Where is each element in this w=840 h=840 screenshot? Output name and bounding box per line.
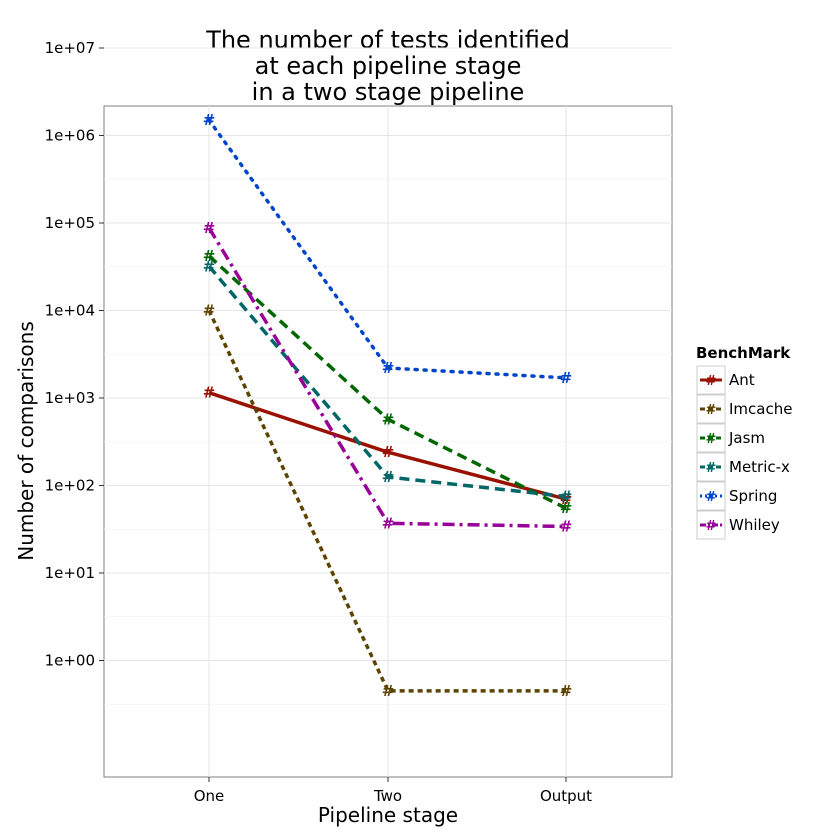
series-jasm: ### <box>203 247 573 517</box>
legend-key-marker: # <box>706 519 717 534</box>
data-point-marker: # <box>560 682 573 700</box>
legend-label: Imcache <box>729 400 792 418</box>
data-point-marker: # <box>382 514 395 532</box>
y-tick-label: 1e+05 <box>45 214 95 232</box>
data-point-marker: # <box>203 219 216 237</box>
legend-key-marker: # <box>706 432 717 447</box>
series-ant: # # # <box>203 384 573 508</box>
data-point-marker: # <box>382 443 395 461</box>
data-point-marker: # <box>560 517 573 535</box>
legend-label: Whiley <box>729 516 780 534</box>
x-tick-label: One <box>194 787 225 805</box>
legend-item-spring: # Spring <box>696 481 777 511</box>
legend-label: Ant <box>729 371 755 389</box>
legend-item-jasm: # Jasm <box>696 423 765 453</box>
series-metric-x: # # # <box>203 257 573 505</box>
x-tick-label: Two <box>373 787 402 805</box>
legend-key-marker: # <box>706 374 717 389</box>
series-imcache: ## # <box>203 302 573 700</box>
legend: BenchMark # Ant # Imcache # Jasm # Metric-x # Spr… <box>696 344 792 540</box>
data-point-marker: # <box>203 384 216 402</box>
y-tick-label: 1e+01 <box>45 564 95 582</box>
data-point-marker: # <box>382 682 395 700</box>
data-point-marker: # <box>560 487 573 505</box>
series-line <box>207 118 568 380</box>
data-point-marker: # <box>382 410 395 428</box>
legend-key-marker: # <box>706 403 717 418</box>
series-whiley: ## # <box>203 219 573 536</box>
data-point-marker: # <box>382 359 395 377</box>
chart-title-line-3: in a two stage pipeline <box>252 78 525 106</box>
series-line <box>207 265 567 499</box>
data-point-marker: # <box>560 369 573 387</box>
legend-item-metric-x: # Metric-x <box>696 452 790 482</box>
legend-title: BenchMark <box>696 344 791 362</box>
chart-title: The number of tests identified at each p… <box>205 26 570 106</box>
legend-label: Spring <box>729 487 777 505</box>
y-axis-title: Number of comparisons <box>14 321 38 561</box>
legend-item-imcache: # Imcache <box>696 394 792 424</box>
x-axis-ticks: One Two Output <box>194 777 592 805</box>
data-point-marker: # <box>560 499 573 517</box>
legend-item-whiley: # Whiley <box>696 510 780 540</box>
legend-label: Jasm <box>728 429 765 447</box>
chart-title-line-1: The number of tests identified <box>205 26 570 54</box>
chart-title-line-2: at each pipeline stage <box>255 52 522 80</box>
y-tick-label: 1e+03 <box>45 389 95 407</box>
y-tick-label: 1e+06 <box>45 127 95 145</box>
series-line <box>208 391 567 501</box>
series-spring: ### <box>203 111 573 387</box>
legend-key-marker: # <box>706 461 717 476</box>
series-line <box>207 254 567 510</box>
x-tick-label: Output <box>540 787 592 805</box>
y-tick-label: 1e+07 <box>45 39 95 57</box>
grid <box>104 47 672 777</box>
x-axis-title: Pipeline stage <box>318 803 458 827</box>
y-axis-ticks: 1e+00 1e+01 1e+02 1e+03 1e+04 1e+05 1e+06 1e+07 <box>45 39 104 670</box>
data-point-marker: # <box>203 302 216 320</box>
data-point-marker: # <box>203 111 216 129</box>
series-layer: ##### ############ # <box>203 111 573 700</box>
data-point-marker: # <box>382 468 395 486</box>
legend-item-ant: # Ant <box>696 365 755 395</box>
legend-label: Metric-x <box>729 458 790 476</box>
data-point-marker: # <box>203 247 216 265</box>
y-tick-label: 1e+04 <box>45 302 95 320</box>
legend-key-marker: # <box>706 490 717 505</box>
data-point-marker: # <box>203 257 216 275</box>
y-tick-label: 1e+00 <box>45 652 95 670</box>
y-tick-label: 1e+02 <box>45 477 95 495</box>
